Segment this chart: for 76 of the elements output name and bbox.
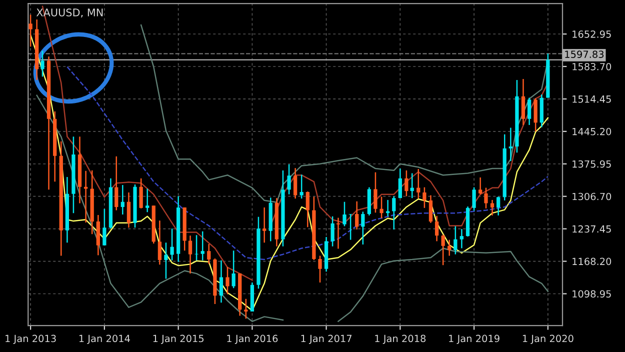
candlestick bbox=[120, 184, 124, 216]
line-series bbox=[66, 66, 549, 260]
x-tick-label: 1 Jan 2015 bbox=[153, 334, 204, 344]
y-tick-label: 1583.70 bbox=[572, 62, 612, 70]
candlestick bbox=[158, 220, 162, 266]
candlestick bbox=[527, 97, 532, 126]
y-tick-label: 1306.70 bbox=[572, 192, 612, 200]
y-tick-label: 1098.95 bbox=[572, 290, 611, 298]
candlestick bbox=[146, 188, 150, 213]
candlestick bbox=[164, 242, 168, 280]
candlestick bbox=[200, 230, 204, 262]
candlestick bbox=[318, 255, 322, 284]
candlestick bbox=[114, 156, 118, 211]
candlestick bbox=[102, 208, 106, 246]
y-tick-label: 1237.45 bbox=[572, 225, 611, 233]
candlestick bbox=[226, 266, 230, 295]
candlestick bbox=[207, 243, 211, 265]
candlestick bbox=[392, 196, 396, 230]
candlestick bbox=[287, 164, 291, 195]
candlestick bbox=[188, 234, 192, 274]
candlestick bbox=[219, 260, 224, 304]
candlestick bbox=[454, 226, 458, 255]
candlestick bbox=[139, 178, 143, 210]
x-tick-label: 1 Jan 2016 bbox=[227, 334, 278, 344]
candlestick bbox=[448, 239, 452, 256]
candlestick bbox=[355, 200, 359, 230]
candlestick bbox=[300, 174, 304, 200]
candlestick bbox=[434, 215, 439, 242]
candlestick bbox=[374, 172, 378, 214]
candlestick bbox=[428, 194, 433, 224]
candlestick bbox=[508, 127, 513, 162]
candlestick bbox=[496, 196, 500, 216]
line-series bbox=[140, 24, 549, 203]
candlestick bbox=[404, 170, 408, 197]
y-tick-label: 1375.95 bbox=[572, 160, 611, 168]
candlestick bbox=[478, 176, 482, 195]
candlestick bbox=[484, 187, 488, 210]
candlestick bbox=[342, 201, 346, 227]
x-tick-label: 1 Jan 2018 bbox=[375, 334, 426, 344]
candlestick bbox=[244, 298, 248, 320]
candlestick bbox=[306, 190, 310, 228]
candlestick bbox=[441, 234, 445, 266]
candlestick bbox=[293, 167, 298, 200]
candlestick bbox=[330, 216, 334, 247]
x-tick-label: 1 Jan 2017 bbox=[301, 334, 352, 344]
candlestick bbox=[380, 196, 384, 219]
candlestick bbox=[416, 168, 420, 200]
candlestick bbox=[348, 213, 352, 240]
candlestick bbox=[534, 98, 538, 132]
candlestick bbox=[521, 78, 526, 126]
x-tick-label: 1 Jan 2020 bbox=[522, 334, 574, 344]
x-tick-label: 1 Jan 2013 bbox=[6, 334, 56, 344]
candlestick bbox=[28, 14, 32, 48]
candlestick bbox=[194, 234, 198, 262]
candlestick bbox=[460, 228, 464, 249]
candlestick bbox=[386, 199, 390, 217]
candlestick bbox=[232, 250, 236, 289]
x-tick-label: 1 Jan 2014 bbox=[79, 334, 130, 344]
candlestick bbox=[126, 192, 131, 228]
candlestick bbox=[490, 199, 494, 216]
y-tick-label: 1168.20 bbox=[572, 258, 612, 266]
candlestick bbox=[398, 168, 402, 199]
y-tick-label: 1514.45 bbox=[572, 96, 611, 103]
candlestick bbox=[422, 186, 426, 209]
candlestick bbox=[262, 206, 266, 244]
candlestick bbox=[170, 228, 174, 262]
candlestick bbox=[96, 214, 100, 256]
line-series bbox=[30, 34, 549, 312]
candlestick bbox=[40, 50, 44, 78]
y-tick-label: 1445.20 bbox=[572, 128, 612, 136]
x-tick-label: 1 Jan 2019 bbox=[449, 334, 500, 344]
ref-line-label: 1597.83 bbox=[565, 50, 604, 58]
candlestick bbox=[361, 211, 365, 246]
candlestick bbox=[472, 186, 476, 212]
candlestick bbox=[336, 217, 340, 250]
y-tick-label: 1652.95 bbox=[572, 30, 611, 38]
